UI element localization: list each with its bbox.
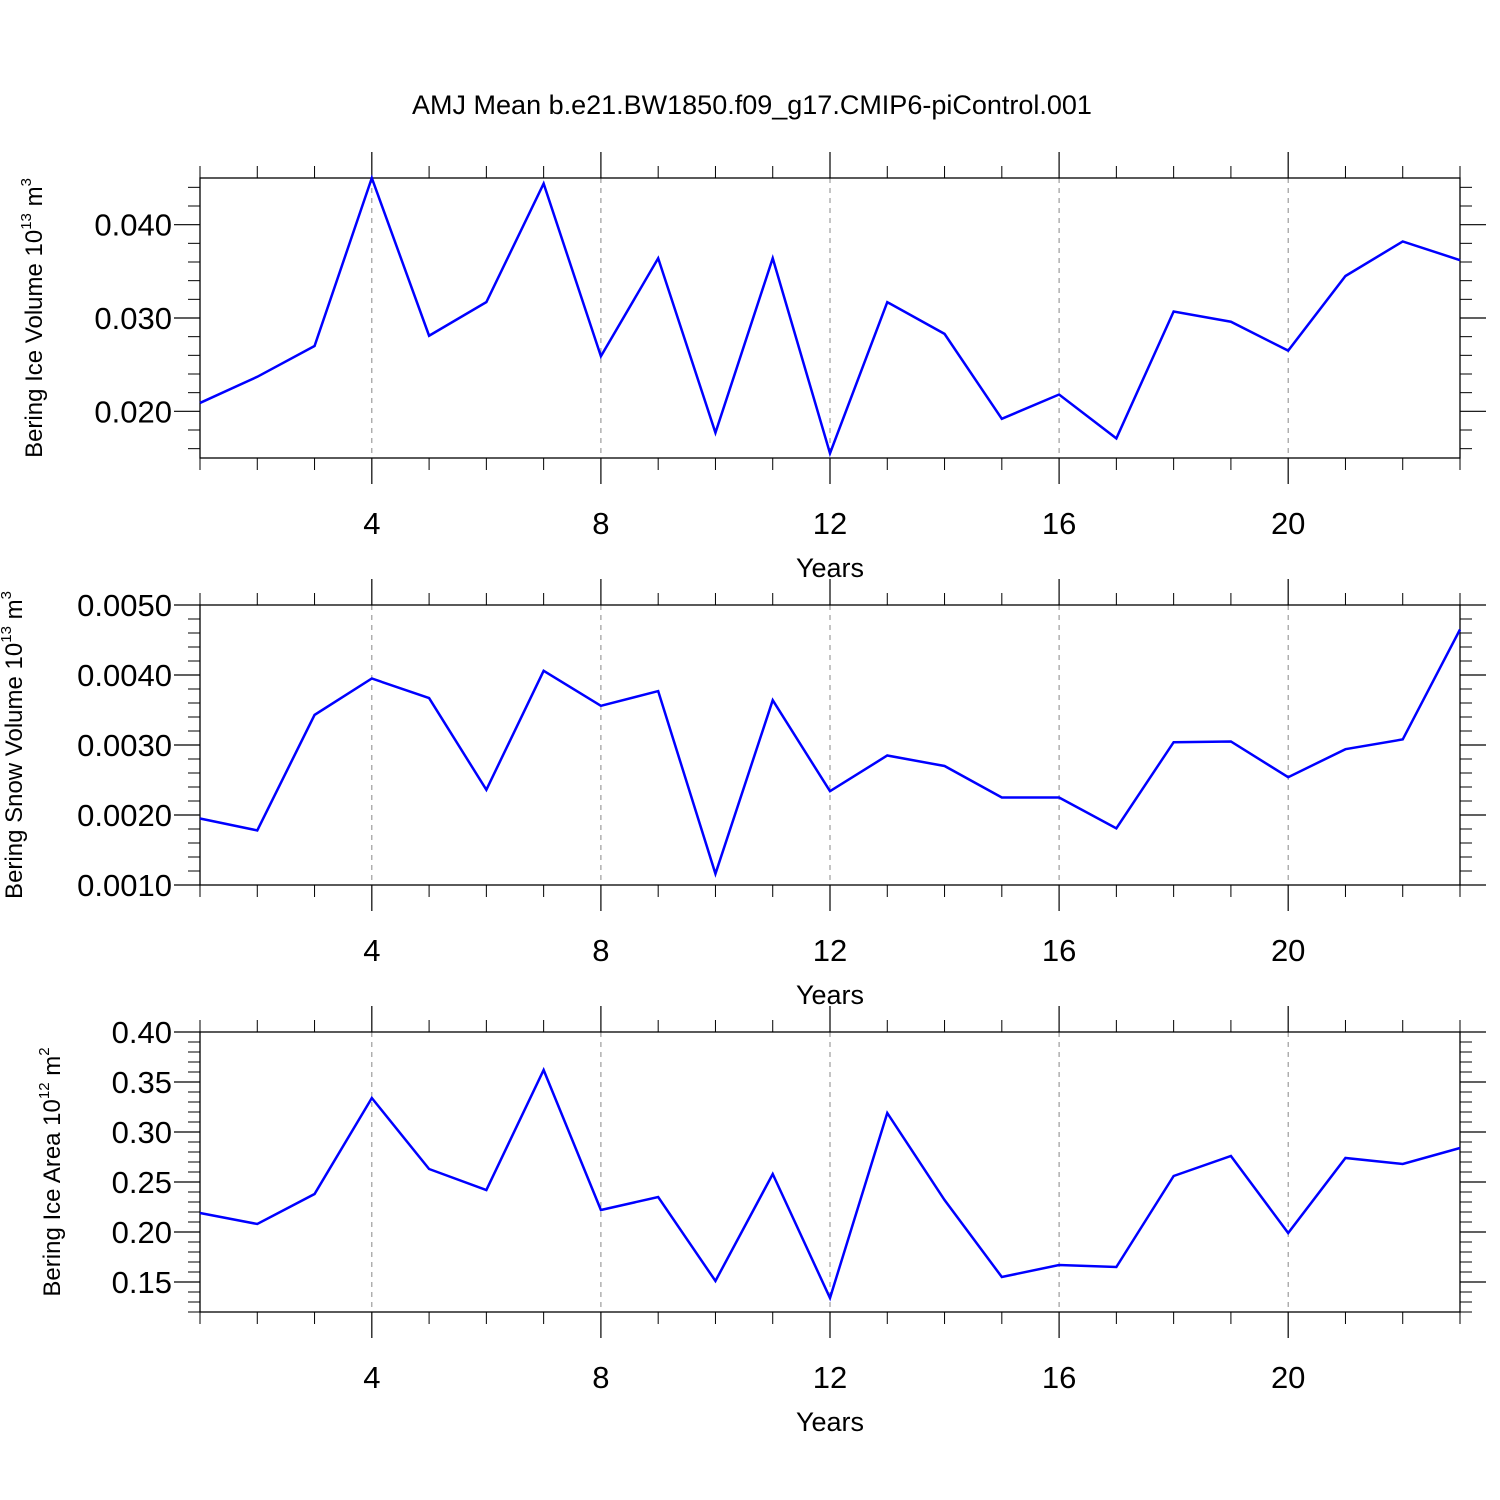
y-tick-label: 0.35 — [112, 1065, 172, 1100]
y-tick-label: 0.0010 — [77, 868, 172, 903]
x-tick-label: 12 — [813, 506, 847, 541]
y-tick-label: 0.20 — [112, 1215, 172, 1250]
y-tick-label: 0.0020 — [77, 798, 172, 833]
y-axis-label-superscript: 13 — [18, 213, 35, 230]
series-line — [199, 1066, 1461, 1302]
x-tick-label: 16 — [1042, 1360, 1076, 1395]
y-axis-label-superscript: 13 — [0, 626, 15, 643]
y-tick-label: 0.0030 — [77, 728, 172, 763]
x-tick-label: 16 — [1042, 506, 1076, 541]
y-tick-label: 0.040 — [94, 208, 172, 243]
y-axis-label-part: m — [1, 599, 28, 626]
x-tick-label: 20 — [1271, 506, 1305, 541]
series-line — [199, 628, 1462, 878]
y-axis-label-part: Bering Ice Volume 10 — [21, 230, 48, 458]
y-axis-label: Bering Ice Area 1012 m2 — [36, 1047, 66, 1296]
chart-panel-2: 4 8 12 16 20 0.0010 0.0020 0.0030 0.0040 0.0050 Ye… — [0, 579, 1486, 1010]
y-tick-label: 0.030 — [94, 301, 172, 336]
y-tick-label: 0.25 — [112, 1165, 172, 1200]
y-axis-label-superscript: 3 — [18, 178, 35, 186]
series-line — [199, 174, 1461, 458]
y-tick-label: 0.0040 — [77, 658, 172, 693]
x-tick-label: 16 — [1042, 933, 1076, 968]
y-axis-label: Bering Ice Volume 1013 m3 — [18, 178, 48, 458]
x-axis-label: Years — [796, 553, 864, 583]
y-axis-label-superscript: 2 — [36, 1047, 53, 1055]
x-tick-label: 12 — [813, 933, 847, 968]
x-tick-label: 8 — [592, 506, 609, 541]
y-tick-label: 0.15 — [112, 1265, 172, 1300]
x-tick-label: 8 — [592, 1360, 609, 1395]
x-tick-label: 4 — [363, 1360, 380, 1395]
x-tick-label: 4 — [363, 506, 380, 541]
y-axis-label-part: Bering Snow Volume 10 — [1, 643, 28, 899]
x-axis-label: Years — [796, 980, 864, 1010]
y-tick-label: 0.020 — [94, 394, 172, 429]
y-axis-label: Bering Snow Volume 1013 m3 — [0, 591, 28, 899]
figure-title: AMJ Mean b.e21.BW1850.f09_g17.CMIP6-piCo… — [412, 90, 1092, 120]
x-tick-label: 20 — [1271, 933, 1305, 968]
x-tick-label: 8 — [592, 933, 609, 968]
x-tick-label: 20 — [1271, 1360, 1305, 1395]
panels: 4 8 12 16 20 0.020 0.030 0.040 Years Bering Ice V… — [0, 152, 1486, 1437]
y-tick-label: 0.40 — [112, 1015, 172, 1050]
y-axis-label-superscript: 12 — [36, 1082, 53, 1099]
y-axis-label-part: Bering Ice Area 10 — [39, 1099, 66, 1296]
y-tick-label: 0.0050 — [77, 588, 172, 623]
y-tick-label: 0.30 — [112, 1115, 172, 1150]
chart-panel-1: 4 8 12 16 20 0.020 0.030 0.040 Years Bering Ice V… — [18, 152, 1486, 583]
chart-panel-3: 4 8 12 16 20 0.15 0.20 0.25 0.30 0.35 0.40 Years Ber… — [36, 1006, 1486, 1437]
y-axis-label-part: m — [39, 1056, 66, 1083]
y-axis-label-part: m — [21, 186, 48, 213]
x-tick-label: 12 — [813, 1360, 847, 1395]
y-axis-label-superscript: 3 — [0, 591, 15, 599]
x-tick-label: 4 — [363, 933, 380, 968]
x-axis-label: Years — [796, 1407, 864, 1437]
